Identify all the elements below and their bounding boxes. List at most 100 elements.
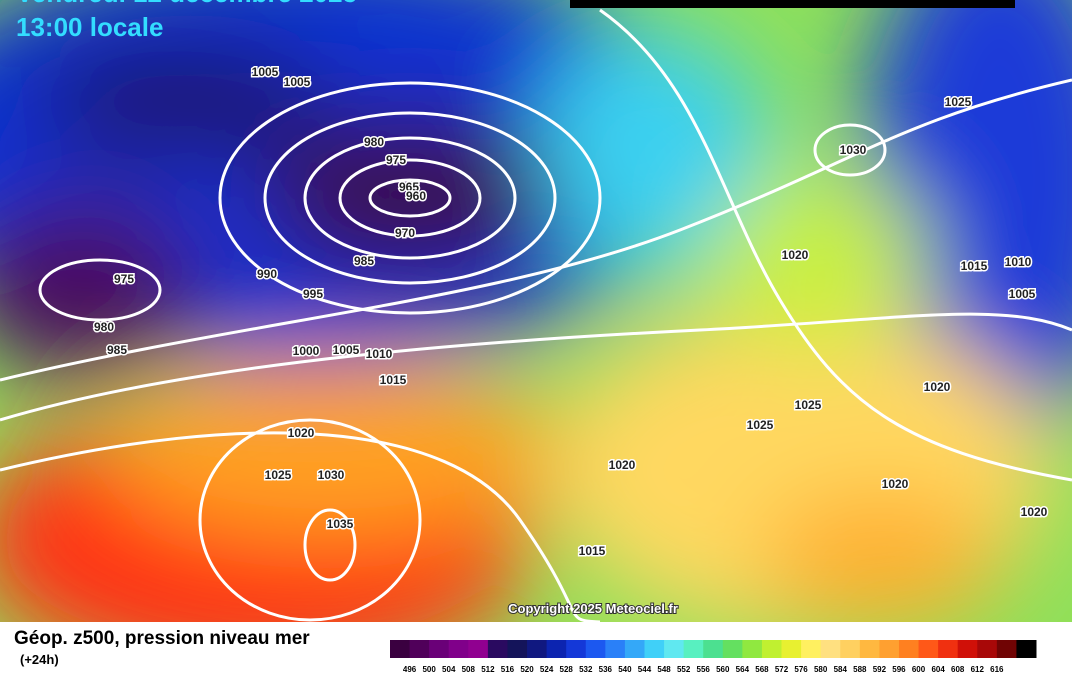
colorbar-swatch [996, 640, 1017, 658]
colorbar-swatch [977, 640, 998, 658]
colorbar-label: 512 [481, 665, 495, 674]
title: Vendredi 12 décembre 2025 [16, 0, 357, 8]
colorbar-swatch [390, 640, 411, 658]
colorbar-label: 604 [931, 665, 945, 674]
colorbar-label: 568 [755, 665, 769, 674]
colorbar-swatch [429, 640, 450, 658]
copyright: Copyright 2025 Meteociel.fr [508, 601, 678, 616]
colorbar-label: 540 [618, 665, 632, 674]
colorbar-label: 572 [775, 665, 789, 674]
isobar-label: 1025 [945, 95, 972, 109]
colorbar-swatch [585, 640, 606, 658]
colorbar-swatch [820, 640, 841, 658]
colorbar-label: 596 [892, 665, 906, 674]
colorbar-swatch [742, 640, 763, 658]
isobar-label: 1030 [318, 468, 345, 482]
colorbar-label: 608 [951, 665, 965, 674]
colorbar-swatch [664, 640, 685, 658]
colorbar-swatch [898, 640, 920, 658]
colorbar-label: 516 [501, 665, 515, 674]
colorbar-swatch [957, 640, 978, 658]
isobar-label: 970 [395, 226, 415, 240]
colorbar-label: 544 [638, 665, 652, 674]
colorbar-swatch [683, 640, 704, 658]
colorbar-label: 556 [697, 665, 711, 674]
colorbar-swatch [507, 640, 528, 658]
colorbar-swatch [879, 640, 900, 658]
isobar-label: 990 [257, 267, 277, 281]
isobar-label: 1025 [795, 398, 822, 412]
isobar-label: 1020 [782, 248, 809, 262]
colorbar-label: 528 [560, 665, 574, 674]
isobar-label: 1015 [579, 544, 606, 558]
isobar-label: 1030 [840, 143, 867, 157]
colorbar-label: 576 [794, 665, 808, 674]
colorbar-swatch [605, 640, 626, 658]
isobar-label: 1000 [293, 344, 320, 358]
isobar-label: 1035 [327, 517, 354, 531]
colorbar-swatch [761, 640, 783, 658]
colorbar-swatch [468, 640, 489, 658]
colorbar-label: 580 [814, 665, 828, 674]
colorbar-label: 496 [403, 665, 417, 674]
isobar-label: 1005 [252, 65, 279, 79]
time: 13:00 locale [16, 12, 163, 42]
isobar-label: 1020 [288, 426, 315, 440]
colorbar-swatch [781, 640, 802, 658]
colorbar-label: 612 [971, 665, 985, 674]
colorbar-swatch [624, 640, 645, 658]
isobar-label: 985 [354, 254, 374, 268]
legend-title: Géop. z500, pression niveau mer [14, 628, 310, 649]
colorbar-swatch [644, 640, 665, 658]
colorbar-label: 592 [873, 665, 887, 674]
isobar-label: 985 [107, 343, 127, 357]
isobar-label: 1005 [333, 343, 360, 357]
colorbar-label: 564 [736, 665, 750, 674]
colorbar-swatch [722, 640, 743, 658]
colorbar-label: 532 [579, 665, 593, 674]
isobar-label: 995 [303, 287, 323, 301]
colorbar-label: 500 [422, 665, 436, 674]
colorbar-swatch [1016, 640, 1037, 658]
colorbar-swatch [840, 640, 861, 658]
colorbar-swatch [546, 640, 567, 658]
colorbar-swatch [801, 640, 822, 658]
colorbar-swatch [527, 640, 548, 658]
isobar-label: 1020 [882, 477, 909, 491]
isobar-label: 1010 [366, 347, 393, 361]
isobar-label: 1005 [284, 75, 311, 89]
isobar-label: 1015 [380, 373, 407, 387]
colorbar-swatch [703, 640, 724, 658]
colorbar-label: 508 [462, 665, 476, 674]
colorbar-label: 552 [677, 665, 691, 674]
colorbar-swatch [938, 640, 959, 658]
isobar-label: 1005 [1009, 287, 1036, 301]
isobar-label: 1010 [1005, 255, 1032, 269]
colorbar-swatch [409, 640, 430, 658]
isobar-label: 1020 [924, 380, 951, 394]
colorbar-label: 588 [853, 665, 867, 674]
colorbar-label: 560 [716, 665, 730, 674]
colorbar-label: 520 [520, 665, 534, 674]
isobar-label: 1020 [1021, 505, 1048, 519]
colorbar-swatch [487, 640, 508, 658]
legend-subtitle: (+24h) [20, 652, 59, 667]
colorbar-label: 536 [599, 665, 613, 674]
isobar-label: 975 [114, 272, 134, 286]
colorbar-swatch [859, 640, 880, 658]
isobar-label: 960 [406, 189, 426, 203]
colorbar-swatch [918, 640, 939, 658]
isobar-label: 980 [364, 135, 384, 149]
colorbar-swatch [566, 640, 587, 658]
isobar-label: 1025 [265, 468, 292, 482]
colorbar-label: 524 [540, 665, 554, 674]
colorbar-label: 616 [990, 665, 1004, 674]
isobar-label: 965 [399, 180, 419, 194]
colorbar-label: 548 [657, 665, 671, 674]
isobar-label: 1015 [961, 259, 988, 273]
colorbar-label: 600 [912, 665, 926, 674]
isobar-label: 1025 [747, 418, 774, 432]
